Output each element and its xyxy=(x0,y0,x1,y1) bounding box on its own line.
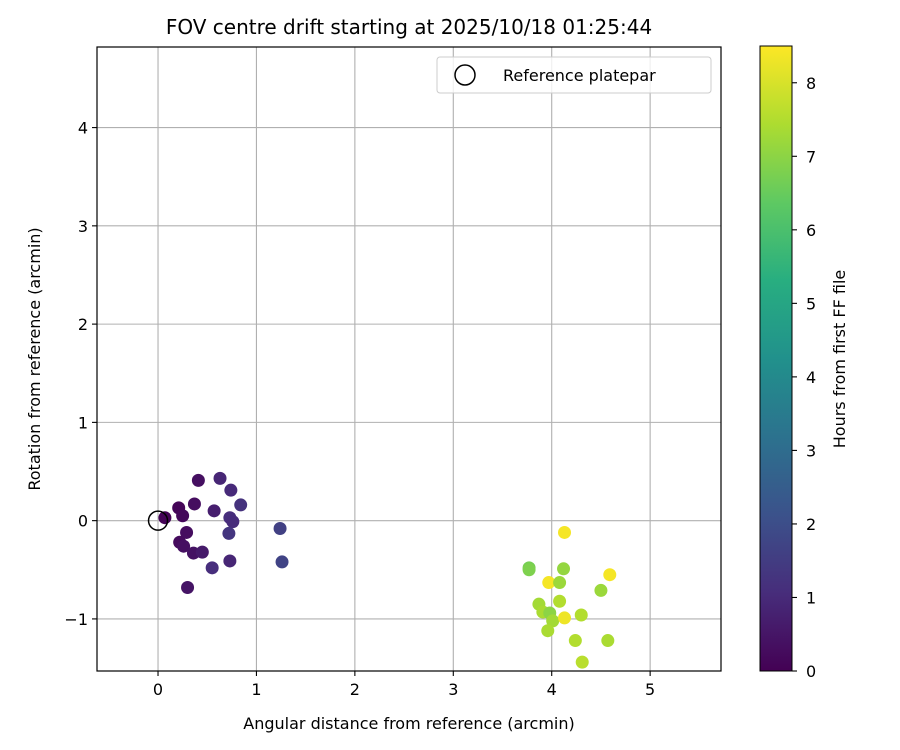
data-point xyxy=(601,634,615,648)
x-tick-label: 5 xyxy=(645,680,655,699)
y-axis-ticks: −1 0 1 2 3 4 xyxy=(64,119,97,629)
data-point xyxy=(273,522,287,536)
data-point xyxy=(275,555,289,569)
data-point xyxy=(213,471,227,485)
plot-frame xyxy=(96,46,722,672)
x-tick-label: 2 xyxy=(350,680,360,699)
plot-area xyxy=(97,47,721,671)
legend-entry-reference-platepar: Reference platepar xyxy=(503,66,656,85)
data-point xyxy=(542,576,556,590)
data-point xyxy=(191,473,205,487)
data-point xyxy=(553,576,567,590)
colorbar-ticks: 0 1 2 3 4 5 6 7 8 xyxy=(792,74,816,681)
grid xyxy=(97,47,721,671)
colorbar-tick-label: 4 xyxy=(806,368,816,387)
legend-box xyxy=(436,56,712,94)
colorbar-tick-label: 2 xyxy=(806,515,816,534)
data-point xyxy=(553,594,567,608)
legend: Reference platepar xyxy=(436,56,712,94)
colorbar: 0 1 2 3 4 5 6 7 8 Hours from first FF file xyxy=(759,45,849,681)
data-point xyxy=(575,655,589,669)
reference-platepar-marker xyxy=(147,510,169,531)
x-axis-label: Angular distance from reference (arcmin) xyxy=(243,714,574,733)
x-axis-ticks: 0 1 2 3 4 5 xyxy=(153,671,655,699)
y-tick-label: −1 xyxy=(64,610,88,629)
data-point xyxy=(224,483,238,497)
data-point xyxy=(558,611,572,625)
x-tick-label: 4 xyxy=(547,680,557,699)
data-point xyxy=(205,561,219,575)
y-tick-label: 4 xyxy=(78,119,88,138)
data-point xyxy=(594,583,608,597)
data-point xyxy=(568,634,582,648)
legend-reference-marker xyxy=(454,64,476,86)
data-point xyxy=(541,624,555,638)
y-axis-label: Rotation from reference (arcmin) xyxy=(25,227,44,490)
data-point xyxy=(603,568,617,582)
colorbar-tick-label: 1 xyxy=(806,588,816,607)
x-tick-label: 1 xyxy=(251,680,261,699)
data-point xyxy=(223,554,237,568)
data-point xyxy=(546,614,560,628)
data-point xyxy=(207,504,221,518)
data-points xyxy=(158,471,617,669)
colorbar-tick-label: 3 xyxy=(806,441,816,460)
colorbar-tick-label: 5 xyxy=(806,294,816,313)
data-point xyxy=(522,563,536,577)
data-point xyxy=(226,515,240,529)
colorbar-tick-label: 0 xyxy=(806,662,816,681)
colorbar-tick-label: 6 xyxy=(806,221,816,240)
reference-marker-group xyxy=(147,510,169,531)
x-tick-label: 3 xyxy=(448,680,458,699)
data-point xyxy=(557,562,571,576)
y-tick-label: 2 xyxy=(78,315,88,334)
data-point xyxy=(176,509,190,523)
colorbar-label: Hours from first FF file xyxy=(830,270,849,449)
data-point xyxy=(177,539,191,553)
colorbar-gradient xyxy=(759,45,793,672)
chart-title: FOV centre drift starting at 2025/10/18 … xyxy=(166,15,652,39)
data-point xyxy=(574,608,588,622)
y-tick-label: 0 xyxy=(78,512,88,531)
colorbar-tick-label: 8 xyxy=(806,74,816,93)
y-tick-label: 3 xyxy=(78,217,88,236)
x-tick-label: 0 xyxy=(153,680,163,699)
data-point xyxy=(187,497,201,511)
data-point xyxy=(222,526,236,540)
data-point xyxy=(234,498,248,512)
data-point xyxy=(558,525,572,539)
y-tick-label: 1 xyxy=(78,413,88,432)
data-point xyxy=(195,545,209,559)
colorbar-tick-label: 7 xyxy=(806,147,816,166)
data-point xyxy=(181,580,195,594)
data-point xyxy=(180,525,194,539)
